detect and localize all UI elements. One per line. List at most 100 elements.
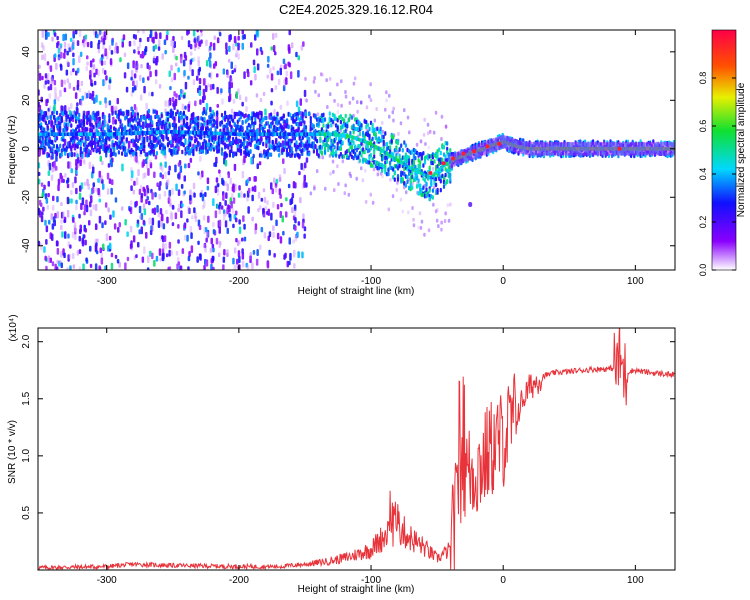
heatmap-cell (84, 34, 88, 40)
heatmap-cell (68, 47, 71, 53)
heatmap-cell (165, 209, 168, 215)
heatmap-cell (75, 111, 78, 116)
heatmap-cell (412, 217, 415, 222)
heatmap-cell (193, 207, 196, 214)
top-x-tick-label: -100 (361, 276, 381, 287)
heatmap-cell (358, 158, 361, 163)
heatmap-cell (309, 119, 312, 125)
heatmap-cell (232, 257, 235, 265)
heatmap-cell (240, 191, 243, 199)
heatmap-cell (586, 141, 589, 156)
heatmap-cell (98, 30, 102, 35)
heatmap-cell (609, 141, 612, 156)
heatmap-cell (328, 76, 332, 81)
heatmap-cell (190, 136, 193, 141)
heatmap-cell (285, 197, 288, 202)
heatmap-cell (168, 189, 171, 197)
heatmap-cell (249, 80, 253, 86)
heatmap-cell (293, 136, 296, 141)
heatmap-cell (234, 64, 237, 70)
heatmap-cell (435, 218, 439, 223)
heatmap-cell (140, 63, 143, 69)
heatmap-cell (216, 189, 220, 196)
heatmap-cell (194, 100, 197, 107)
heatmap-cell (205, 237, 208, 243)
heatmap-cell (350, 145, 354, 150)
heatmap-cell (419, 183, 422, 188)
heatmap-cell (67, 62, 70, 67)
heatmap-cell (142, 30, 145, 34)
heatmap-cell (154, 79, 158, 85)
heatmap-cell (55, 110, 59, 116)
heatmap-cell (438, 172, 441, 177)
heatmap-cell (108, 242, 112, 250)
heatmap-cell (168, 249, 171, 257)
heatmap-cell (94, 244, 98, 253)
heatmap-cell (250, 156, 253, 165)
heatmap-cell (171, 96, 175, 103)
heatmap-cell (78, 55, 81, 63)
heatmap-cell (70, 151, 74, 158)
heatmap-cell (52, 204, 55, 211)
heatmap-cell (220, 151, 224, 156)
heatmap-cell (169, 86, 172, 91)
heatmap-cell (292, 126, 295, 131)
heatmap-cell (212, 83, 215, 90)
heatmap-cell (236, 240, 240, 247)
heatmap-cell (149, 30, 153, 38)
heatmap-cell (241, 120, 244, 126)
heatmap-cell (558, 141, 561, 156)
heatmap-cell (232, 183, 235, 189)
heatmap-cell (336, 110, 340, 114)
heatmap-cell (544, 141, 547, 156)
heatmap-cell (655, 141, 658, 156)
heatmap-cell (494, 137, 497, 152)
heatmap-cell (360, 166, 363, 171)
heatmap-cell (254, 223, 258, 231)
heatmap-cell (528, 141, 531, 156)
heatmap-cell (62, 211, 65, 219)
heatmap-cell (441, 157, 444, 163)
heatmap-cell (72, 33, 75, 39)
heatmap-cell (235, 42, 238, 47)
heatmap-cell (395, 187, 398, 192)
heatmap-cell (222, 128, 225, 133)
heatmap-cell (56, 259, 59, 264)
heatmap-cell (251, 186, 255, 192)
heatmap-cell (144, 158, 148, 165)
heatmap-cell (436, 164, 439, 169)
heatmap-cell (56, 196, 59, 203)
heatmap-cell (245, 106, 248, 113)
heatmap-cell (124, 146, 127, 151)
heatmap-cell (57, 148, 60, 153)
heatmap-cell (303, 233, 306, 239)
heatmap-cell (111, 39, 114, 46)
heatmap-cell (459, 150, 462, 165)
heatmap-cell (163, 190, 167, 197)
heatmap-cell (176, 256, 180, 263)
heatmap-cell (169, 202, 172, 208)
heatmap-cell (132, 80, 135, 87)
heatmap-cell (193, 192, 196, 198)
heatmap-cell (87, 183, 90, 190)
heatmap-cell (167, 100, 170, 108)
heatmap-cell (419, 164, 422, 169)
heatmap-cell (159, 208, 163, 215)
heatmap-cell (255, 30, 259, 36)
heatmap-cell (54, 92, 57, 101)
heatmap-cell (351, 96, 355, 101)
heatmap-cell (200, 135, 203, 140)
heatmap-cell (621, 141, 624, 156)
heatmap-cell (79, 185, 82, 192)
heatmap-cell (40, 182, 44, 187)
heatmap-cell (187, 40, 191, 48)
heatmap-cell (406, 175, 409, 180)
heatmap-cell (564, 141, 567, 156)
heatmap-cell (108, 45, 112, 51)
heatmap-cell (135, 118, 138, 123)
heatmap-cell (50, 213, 53, 220)
heatmap-cell (570, 141, 573, 156)
heatmap-cell (312, 124, 315, 129)
heatmap-cell (347, 192, 351, 197)
heatmap-cell (52, 126, 55, 131)
